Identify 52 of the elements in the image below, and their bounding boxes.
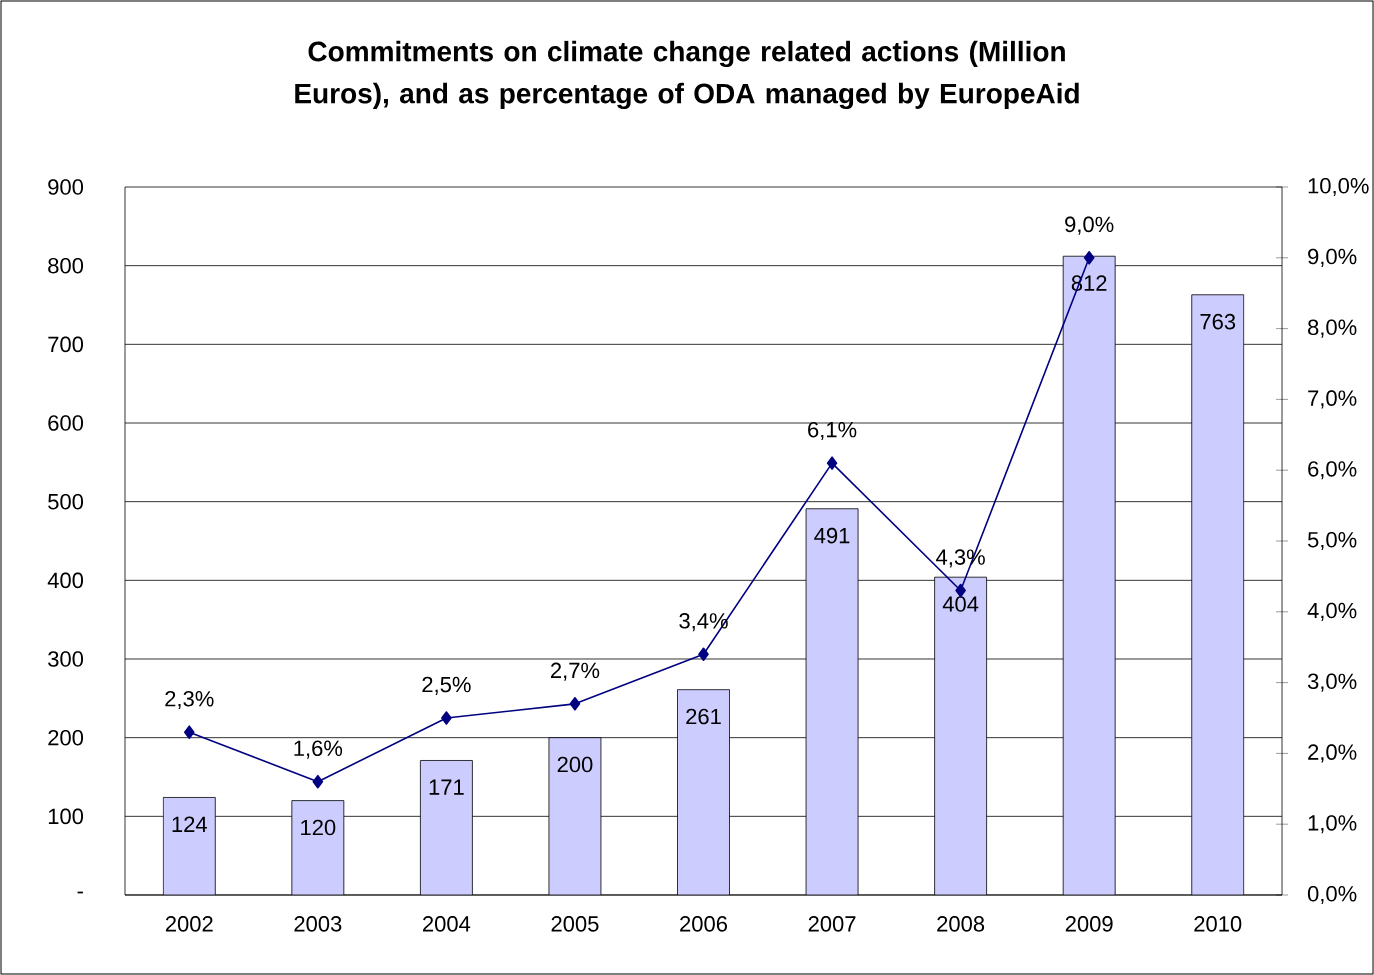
y-tick-label: 700 — [48, 336, 84, 353]
chart-title: Commitments on climate change related actions (Million Euros), and as percentage of ODA managed by EuropeAid — [295, 40, 1079, 110]
data-label: 763 — [1200, 313, 1236, 330]
data-label: 120 — [301, 819, 336, 836]
data-label: 2,3% — [165, 690, 214, 710]
point — [312, 774, 324, 789]
x-tick-label: 2003 — [294, 916, 342, 932]
x-tick-label: 2006 — [680, 916, 727, 932]
data-label: 9,0% — [1065, 216, 1114, 235]
x-tick-label: 2005 — [551, 916, 599, 932]
y2-tick-label: 1,0% — [1308, 815, 1357, 834]
y-tick-label: 500 — [48, 493, 84, 510]
y2-tick-label: 6,0% — [1308, 461, 1357, 480]
x-tick-label: 2010 — [1194, 916, 1242, 932]
y-tick-label: 900 — [48, 179, 84, 195]
data-label: 2,5% — [422, 676, 471, 695]
y-tick-label: 300 — [48, 651, 84, 667]
data-label: 200 — [557, 756, 593, 773]
point — [569, 697, 581, 711]
point — [698, 647, 709, 662]
data-label: 2,7% — [550, 662, 600, 681]
point — [441, 711, 452, 725]
y2-tick-label: 10,0% — [1308, 177, 1369, 197]
data-label: 404 — [942, 596, 979, 612]
y2-tick-label: 0,0% — [1307, 885, 1357, 905]
data-label: 124 — [172, 816, 207, 832]
y-tick-label: 600 — [48, 415, 84, 431]
y-tick-label: - — [77, 891, 83, 894]
point — [183, 725, 195, 739]
y-tick-label: 800 — [48, 257, 84, 274]
y2-tick-label: 7,0% — [1308, 390, 1357, 409]
point — [826, 456, 838, 470]
x-tick-label: 2004 — [423, 916, 471, 932]
y-tick-label: 100 — [48, 808, 84, 825]
x-tick-label: 2009 — [1065, 916, 1113, 932]
y2-tick-label: 2,0% — [1308, 744, 1357, 763]
data-label: 171 — [429, 779, 464, 795]
point — [1083, 250, 1095, 265]
y2-tick-label: 8,0% — [1308, 319, 1357, 338]
x-tick-label: 2002 — [165, 916, 213, 932]
y-tick-label: 400 — [47, 572, 84, 589]
data-label: 1,6% — [294, 740, 343, 759]
y-tick-label: 200 — [48, 729, 84, 746]
x-tick-label: 2007 — [808, 916, 856, 932]
data-label: 6,1% — [808, 421, 857, 441]
data-label: 261 — [686, 708, 721, 725]
y2-tick-label: 3,0% — [1307, 673, 1357, 692]
y2-tick-label: 5,0% — [1307, 531, 1357, 551]
y2-tick-label: 9,0% — [1308, 248, 1357, 267]
data-label: 491 — [814, 527, 850, 544]
x-tick-label: 2008 — [937, 916, 985, 932]
y2-tick-label: 4,0% — [1307, 602, 1357, 621]
